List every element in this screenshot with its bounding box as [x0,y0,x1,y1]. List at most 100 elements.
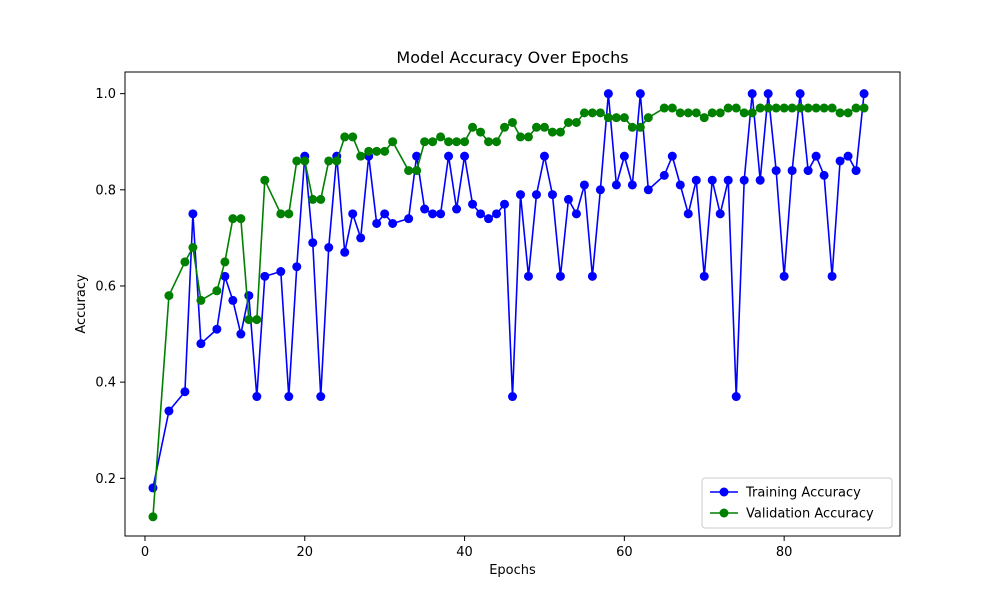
data-point-validation [316,194,326,204]
y-tick-label: 0.4 [95,376,116,391]
data-point-training [412,151,422,161]
data-point-training [667,151,677,161]
data-point-training [452,204,462,214]
data-point-training [444,151,454,161]
data-point-validation [492,137,502,147]
data-point-training [779,271,789,281]
data-point-training [547,190,557,200]
legend-marker-validation [719,508,729,518]
data-point-validation [683,108,693,118]
data-point-training [755,175,765,185]
data-point-training [555,271,565,281]
data-point-training [276,267,286,277]
data-point-training [763,89,773,99]
data-point-validation [220,257,230,267]
data-point-validation [811,103,821,113]
data-point-validation [348,132,358,142]
data-point-validation [324,156,334,166]
data-point-training [292,262,302,272]
data-point-validation [739,108,749,118]
data-point-training [787,166,797,176]
data-point-validation [587,108,597,118]
data-point-training [500,199,510,209]
data-point-validation [747,108,757,118]
legend-box [701,477,893,529]
data-point-training [739,175,749,185]
y-tick-label: 0.2 [95,472,116,487]
data-point-validation [212,286,222,296]
data-point-validation [380,146,390,156]
data-point-training [731,392,741,402]
chart-title: Model Accuracy Over Epochs [396,48,628,67]
data-point-training [388,218,398,228]
data-point-validation [428,137,438,147]
data-point-training [811,151,821,161]
legend-label-validation: Validation Accuracy [746,507,874,522]
data-point-validation [731,103,741,113]
data-point-validation [476,127,486,137]
data-point-training [691,175,701,185]
data-point-validation [643,113,653,123]
data-point-validation [827,103,837,113]
data-point-training [643,185,653,195]
data-point-training [699,271,709,281]
y-tick-label: 0.6 [95,279,116,294]
legend: Training Accuracy Validation Accuracy [701,477,893,529]
data-point-training [316,392,326,402]
data-point-training [164,406,174,416]
data-point-validation [715,108,725,118]
data-point-training [212,324,222,334]
data-point-training [803,166,813,176]
data-point-training [492,209,502,219]
data-point-validation [547,127,557,137]
data-point-validation [795,103,805,113]
data-point-training [587,271,597,281]
data-point-training [835,156,845,166]
data-point-validation [276,209,286,219]
data-point-training [188,209,198,219]
data-point-training [707,175,717,185]
data-point-validation [851,103,861,113]
data-point-training [795,89,805,99]
data-point-training [476,209,486,219]
data-point-validation [779,103,789,113]
x-tick-label: 20 [296,545,313,560]
data-point-training [180,387,190,397]
data-point-validation [364,146,374,156]
data-point-training [683,209,693,219]
data-point-validation [579,108,589,118]
data-point-validation [611,113,621,123]
data-point-validation [332,156,342,166]
data-point-validation [843,108,853,118]
data-point-validation [460,137,470,147]
data-point-validation [436,132,446,142]
data-point-validation [635,122,645,132]
data-point-training [747,89,757,99]
data-point-training [723,175,733,185]
data-point-training [348,209,358,219]
data-point-training [579,180,589,190]
data-point-training [404,214,414,224]
data-point-validation [228,214,238,224]
data-point-validation [388,137,398,147]
data-point-validation [372,146,382,156]
data-point-validation [627,122,637,132]
data-point-training [563,194,573,204]
data-point-validation [300,156,310,166]
data-point-training [851,166,861,176]
data-point-training [531,190,541,200]
data-point-validation [571,117,581,127]
data-point-validation [595,108,605,118]
data-point-validation [699,113,709,123]
data-point-training [356,233,366,243]
data-point-training [244,291,254,301]
data-point-training [324,243,334,252]
data-point-training [635,89,645,99]
data-point-training [484,214,494,224]
data-point-validation [691,108,701,118]
data-point-training [715,209,725,219]
data-point-training [308,238,318,248]
data-point-training [619,151,629,161]
axes-frame [124,71,901,537]
